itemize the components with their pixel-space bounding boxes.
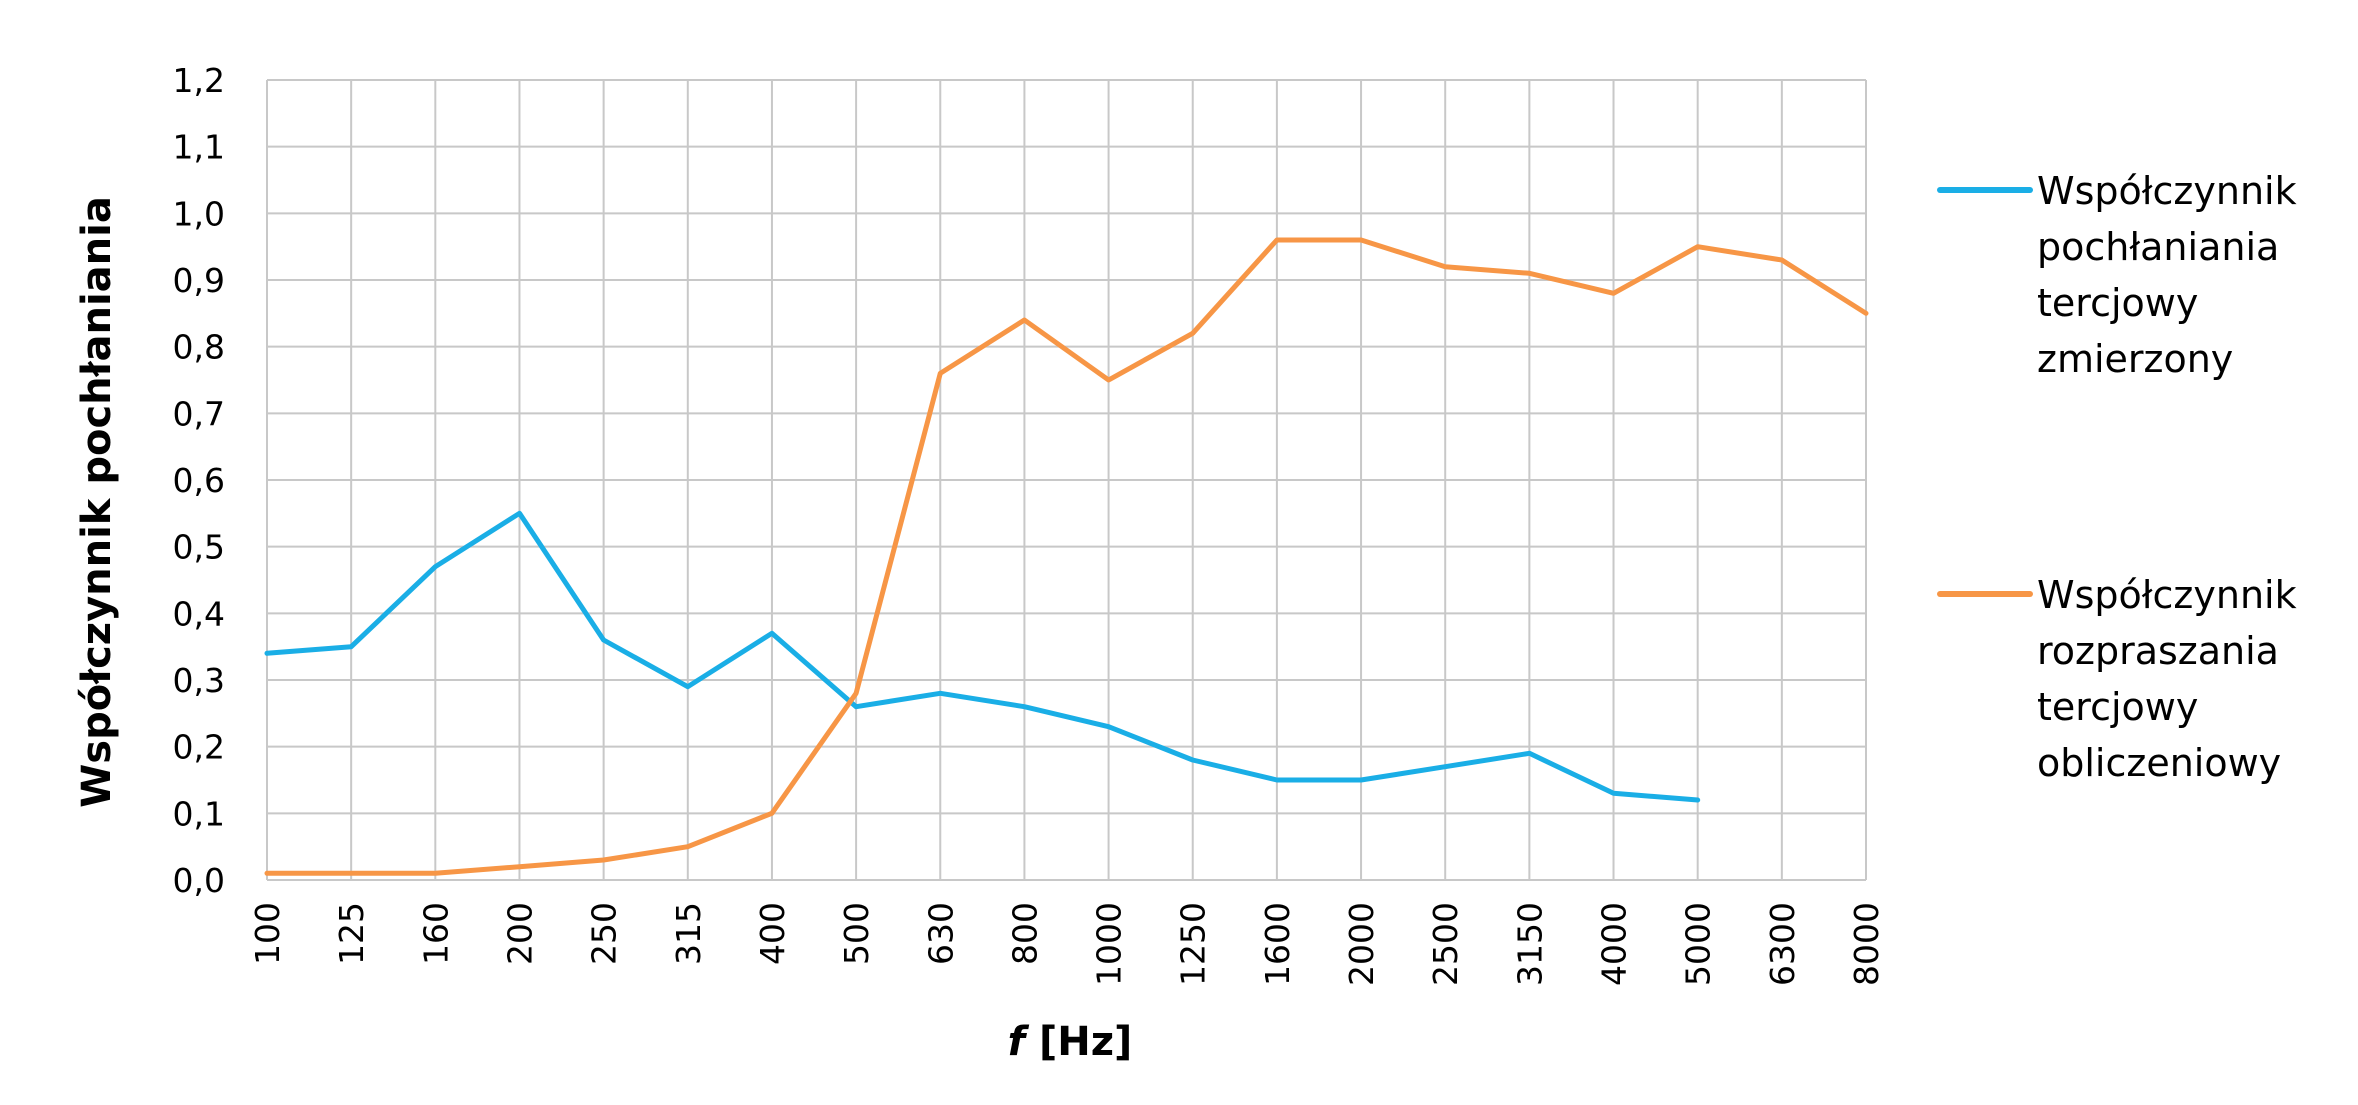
x-tick-label: 160 (416, 902, 455, 965)
y-tick-label: 0,6 (173, 461, 225, 500)
y-tick-label: 0,5 (173, 528, 225, 567)
legend: Współczynnik pochłaniania tercjowy zmierzon… (1937, 169, 2297, 785)
grid (266, 79, 1867, 881)
legend-label-line: Współczynnik (2037, 169, 2297, 213)
x-tick-label: 200 (500, 902, 539, 965)
legend-label-line: rozpraszania (2037, 629, 2279, 673)
x-tick-label: 250 (585, 902, 624, 965)
x-tick-label: 125 (332, 902, 371, 965)
x-tick-label: 2500 (1426, 902, 1465, 986)
legend-label-line: obliczeniowy (2037, 741, 2281, 785)
y-tick-label: 1,0 (173, 194, 225, 233)
x-tick-label: 1600 (1258, 902, 1297, 986)
y-tick-label: 1,2 (173, 61, 225, 100)
x-tick-label: 800 (1005, 902, 1044, 965)
y-tick-label: 0,0 (173, 861, 225, 900)
x-tick-label: 2000 (1342, 902, 1381, 986)
y-tick-label: 0,7 (173, 394, 225, 433)
x-axis-title-unit: [Hz] (1025, 1019, 1132, 1065)
x-tick-label: 4000 (1595, 902, 1634, 986)
x-tick-label: 8000 (1847, 902, 1886, 986)
x-tick-label: 1250 (1174, 902, 1213, 986)
series-line-2 (264, 237, 1869, 876)
series-lines (264, 237, 1869, 876)
legend-label-line: pochłaniania (2037, 225, 2279, 269)
y-tick-label: 0,9 (173, 261, 225, 300)
y-tick-label: 0,8 (173, 328, 225, 367)
x-tick-label: 500 (837, 902, 876, 965)
y-axis-title: Współczynnik pochłaniania (74, 196, 120, 808)
x-axis-title: f [Hz] (1008, 1019, 1133, 1065)
series-line-1 (264, 510, 1701, 803)
legend-label-line: tercjowy (2037, 281, 2198, 325)
legend-label-line: zmierzony (2037, 337, 2233, 381)
y-axis-ticks: 0,0 0,1 0,2 0,3 0,4 0,5 0,6 0,7 0,8 0,9 1,0 1,1 1,2 (173, 61, 225, 900)
x-tick-label: 6300 (1763, 902, 1802, 986)
x-tick-label: 100 (248, 902, 287, 965)
y-tick-label: 0,1 (173, 794, 225, 833)
y-tick-label: 0,4 (173, 594, 225, 633)
x-axis-ticks: 100 125 160 200 250 315 400 500 630 800 1000 1250 16… (248, 902, 1886, 986)
y-tick-label: 1,1 (173, 128, 225, 167)
x-tick-label: 630 (921, 902, 960, 965)
legend-label-line: tercjowy (2037, 685, 2198, 729)
x-tick-label: 5000 (1679, 902, 1718, 986)
y-tick-label: 0,2 (173, 728, 225, 767)
y-tick-label: 0,3 (173, 661, 225, 700)
x-axis-title-symbol: f (1008, 1019, 1030, 1065)
x-tick-label: 1000 (1090, 902, 1129, 986)
x-tick-label: 3150 (1510, 902, 1549, 986)
x-tick-label: 315 (669, 902, 708, 965)
legend-label-line: Współczynnik (2037, 573, 2297, 617)
x-tick-label: 400 (753, 902, 792, 965)
